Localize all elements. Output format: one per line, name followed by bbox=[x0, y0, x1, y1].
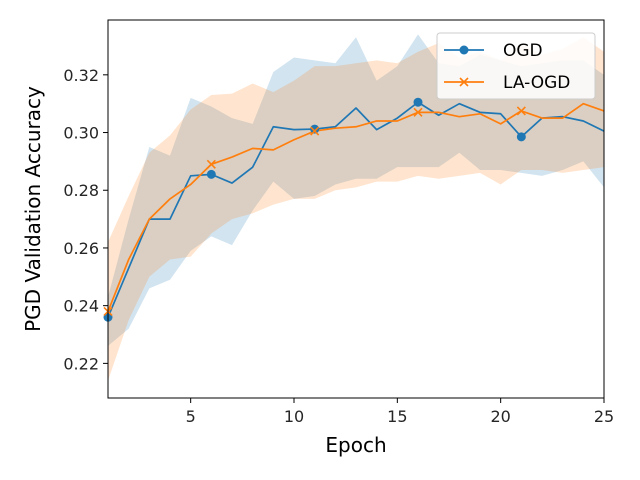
point-ogd bbox=[516, 132, 526, 142]
point-la-ogd bbox=[516, 106, 526, 116]
x-tick-label: 20 bbox=[490, 407, 510, 426]
y-tick-label: 0.22 bbox=[63, 354, 99, 373]
plot-frame bbox=[107, 19, 605, 399]
x-tick-label: 15 bbox=[387, 407, 407, 426]
band-la-ogd bbox=[108, 37, 604, 381]
point-la-ogd-stroke bbox=[206, 159, 216, 169]
point-ogd bbox=[206, 169, 216, 179]
y-tick-label: 0.32 bbox=[63, 66, 99, 85]
point-la-ogd bbox=[310, 126, 320, 136]
legend-label-ogd: OGD bbox=[503, 41, 543, 61]
y-tick-label: 0.26 bbox=[63, 239, 99, 258]
y-axis-label: PGD Validation Accuracy bbox=[21, 86, 45, 332]
y-axis-ticks: 0.22 0.24 0.26 0.28 0.30 0.32 bbox=[63, 66, 108, 373]
y-tick-label: 0.24 bbox=[63, 297, 99, 316]
legend: OGD LA-OGD bbox=[436, 32, 596, 100]
point-la-ogd bbox=[206, 159, 216, 169]
point-ogd bbox=[310, 124, 320, 134]
legend-label-la-ogd: LA-OGD bbox=[503, 73, 570, 93]
point-la-ogd bbox=[413, 107, 423, 117]
legend-marker-ogd bbox=[459, 45, 469, 55]
point-ogd bbox=[413, 97, 423, 107]
point-la-ogd-stroke bbox=[310, 126, 320, 136]
y-tick-label: 0.28 bbox=[63, 181, 99, 200]
point-la-ogd-stroke bbox=[516, 106, 526, 116]
legend-marker-stroke bbox=[459, 77, 469, 87]
point-la-ogd-stroke bbox=[413, 107, 423, 117]
x-tick-label: 10 bbox=[284, 407, 304, 426]
x-tick-label: 25 bbox=[594, 407, 614, 426]
x-axis-label: Epoch bbox=[325, 433, 386, 457]
y-tick-label: 0.30 bbox=[63, 124, 99, 143]
x-axis-ticks: 5 10 15 20 25 bbox=[186, 398, 614, 426]
series-markers bbox=[103, 97, 526, 322]
x-tick-label: 5 bbox=[186, 407, 196, 426]
legend-marker-la-ogd bbox=[459, 77, 469, 87]
